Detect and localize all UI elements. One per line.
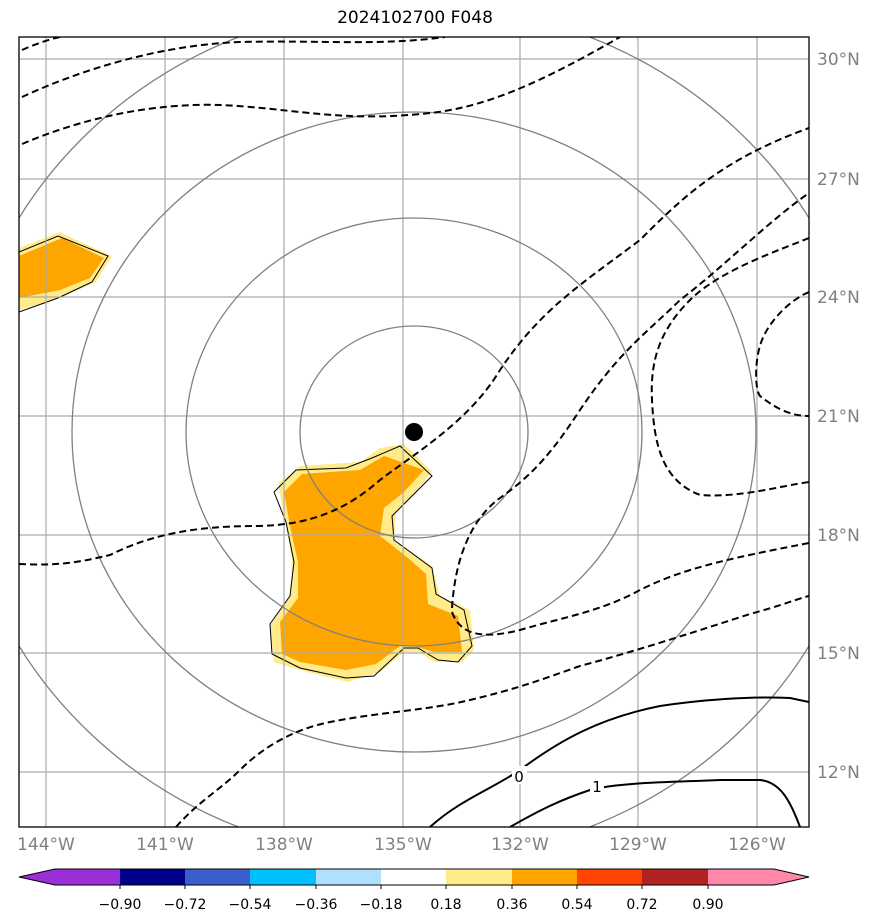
- colorbar-tick-label: −0.54: [229, 897, 272, 913]
- lat-label: 21°N: [817, 407, 860, 427]
- lat-label: 24°N: [817, 288, 860, 308]
- lat-label: 30°N: [817, 50, 860, 70]
- contour-label-1: 1: [592, 778, 602, 796]
- lat-label: 12°N: [817, 763, 860, 783]
- colorbar-tick-label: −0.72: [164, 897, 207, 913]
- lon-label: 144°W: [17, 835, 75, 855]
- storm-center-marker: [405, 423, 423, 441]
- lon-label: 132°W: [491, 835, 549, 855]
- map-area: [19, 37, 809, 827]
- positive-contours: [429, 696, 809, 827]
- colorbar-tick-label: 0.54: [561, 897, 592, 913]
- colorbar-tick-label: 0.90: [692, 897, 723, 913]
- colorbar-tick-label: −0.36: [295, 897, 338, 913]
- shaded-region-west-outline: [19, 235, 109, 313]
- lon-label: 129°W: [609, 835, 667, 855]
- colorbar-segment: [250, 869, 316, 885]
- map-title: 2024102700 F048: [337, 8, 493, 28]
- lon-label: 135°W: [374, 835, 432, 855]
- lon-label: 138°W: [255, 835, 313, 855]
- negative-contours: [19, 37, 809, 827]
- colorbar: −0.90 −0.72 −0.54 −0.36 −0.18 0.18 0.36 …: [18, 868, 810, 913]
- colorbar-segment: [185, 869, 250, 885]
- anomaly-shading: [19, 232, 474, 682]
- colorbar-outline: [18, 868, 810, 886]
- colorbar-tick-label: 0.36: [496, 897, 527, 913]
- colorbar-segment: [577, 869, 642, 885]
- lat-label: 15°N: [817, 644, 860, 664]
- colorbar-segment: [512, 869, 577, 885]
- map-gridlines: [19, 37, 809, 827]
- colorbar-segment: [642, 869, 708, 885]
- lon-label: 141°W: [136, 835, 194, 855]
- colorbar-segment: [55, 869, 120, 885]
- colorbar-tick-label: −0.18: [360, 897, 403, 913]
- colorbar-segment: [120, 869, 185, 885]
- colorbar-segment: [19, 869, 55, 885]
- map-border: [18, 36, 810, 828]
- colorbar-tick-label: −0.90: [99, 897, 142, 913]
- shaded-region-west-core: [19, 238, 104, 298]
- colorbar-segment: [446, 869, 512, 885]
- shaded-region-center-outline: [269, 445, 473, 679]
- colorbar-segment: [381, 869, 446, 885]
- longitude-labels: 144°W 141°W 138°W 135°W 132°W 129°W 126°…: [17, 835, 786, 855]
- shaded-region-center-core: [280, 456, 462, 670]
- lon-label: 126°W: [728, 835, 786, 855]
- colorbar-segment: [316, 869, 381, 885]
- colorbar-segment: [708, 869, 774, 885]
- contour-label-0: 0: [514, 768, 524, 786]
- colorbar-tick-label: 0.18: [430, 897, 461, 913]
- colorbar-tick-label: 0.72: [626, 897, 657, 913]
- latitude-labels: 30°N 27°N 24°N 21°N 18°N 15°N 12°N: [817, 50, 860, 783]
- colorbar-segment: [774, 869, 809, 885]
- lat-label: 27°N: [817, 170, 860, 190]
- distance-rings: [19, 37, 809, 827]
- lat-label: 18°N: [817, 526, 860, 546]
